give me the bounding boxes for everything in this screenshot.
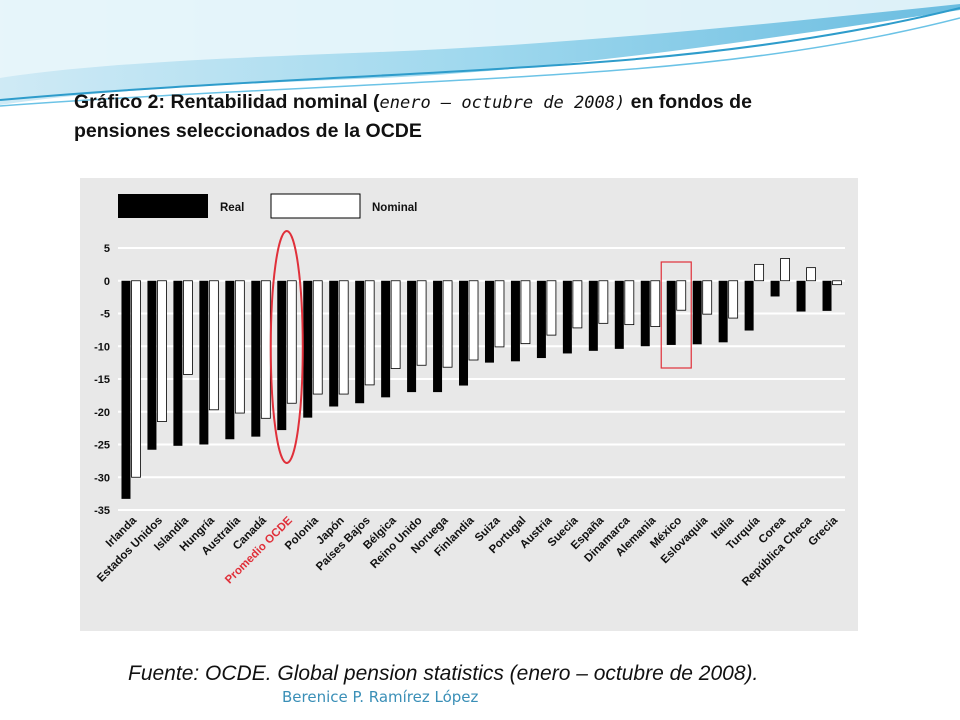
bar-nominal xyxy=(338,280,349,395)
bar-real xyxy=(510,280,520,362)
highlight-circle xyxy=(269,230,304,464)
bar-nominal xyxy=(468,280,479,361)
bar-nominal xyxy=(234,280,245,414)
author-name: Berenice P. Ramírez López xyxy=(282,688,479,706)
bar-nominal xyxy=(702,280,713,315)
bar-real xyxy=(121,280,131,499)
bar-real xyxy=(692,280,702,345)
y-axis-ticks: 5 0 -5 -10 -15 -20 -25 -30 -35 xyxy=(94,243,110,517)
bar-real xyxy=(666,280,676,345)
bar-nominal xyxy=(728,280,739,319)
y-tick-label: 5 xyxy=(104,243,110,255)
bar-real xyxy=(614,280,624,349)
chart-background xyxy=(80,178,858,631)
y-tick-label: 0 xyxy=(104,276,110,288)
bar-nominal xyxy=(546,280,557,336)
bar-nominal xyxy=(520,280,531,345)
bar-nominal xyxy=(598,280,609,324)
bars xyxy=(121,258,842,499)
legend: Real Nominal xyxy=(118,193,417,219)
bar-real xyxy=(562,280,572,354)
bar-nominal xyxy=(312,280,323,395)
bar-real xyxy=(536,280,546,359)
bar-real xyxy=(459,280,469,386)
bar-real xyxy=(433,280,443,393)
bar-nominal xyxy=(416,280,427,366)
bar-nominal xyxy=(494,280,505,348)
y-tick-label: -25 xyxy=(94,440,110,452)
bar-nominal xyxy=(286,280,297,404)
y-tick-label: -10 xyxy=(94,341,110,353)
bar-real xyxy=(640,280,650,347)
bar-nominal xyxy=(157,280,167,422)
highlights xyxy=(269,230,692,464)
source-note: Fuente: OCDE. Global pension statistics … xyxy=(128,662,759,685)
y-tick-label: -30 xyxy=(94,472,110,484)
bar-nominal xyxy=(624,280,635,326)
bar-real xyxy=(484,280,494,363)
bar-nominal xyxy=(572,280,583,329)
bar-nominal xyxy=(780,258,790,282)
bar-real xyxy=(355,280,365,404)
y-tick-label: -5 xyxy=(100,309,110,321)
bar-real xyxy=(303,280,313,418)
bar-nominal xyxy=(442,280,453,368)
bar-real xyxy=(588,280,598,351)
bar-real xyxy=(173,280,183,446)
bar-nominal xyxy=(676,280,687,311)
bar-nominal xyxy=(650,280,661,327)
bar-real xyxy=(718,280,728,343)
bar-nominal xyxy=(806,267,816,282)
y-tick-label: -35 xyxy=(94,505,110,517)
bar-real xyxy=(329,280,339,407)
header-swoosh-decoration xyxy=(0,0,960,107)
bar-real xyxy=(744,280,754,331)
legend-swatch-real xyxy=(118,194,208,218)
bar-nominal xyxy=(183,280,193,375)
bar-nominal xyxy=(832,280,842,286)
bar-real xyxy=(770,280,780,297)
bar-real xyxy=(407,280,417,393)
legend-label-real: Real xyxy=(220,202,244,214)
bar-nominal xyxy=(364,280,375,386)
bar-real xyxy=(796,280,806,312)
bar-real xyxy=(822,280,832,311)
legend-swatch-nominal xyxy=(270,193,361,219)
bar-nominal xyxy=(390,280,401,369)
bar-real xyxy=(147,280,157,450)
bar-real xyxy=(381,280,391,398)
bar-nominal xyxy=(131,280,141,478)
bar-nominal xyxy=(208,280,219,411)
y-tick-label: -20 xyxy=(94,407,110,419)
bar-real xyxy=(199,280,209,445)
bar-nominal xyxy=(260,280,271,419)
bar-real xyxy=(251,280,261,437)
bar-real xyxy=(225,280,235,440)
bar-real xyxy=(277,280,287,431)
y-tick-label: -15 xyxy=(94,374,110,386)
page-title: Gráfico 2: Rentabilidad nominal (enero –… xyxy=(74,91,752,142)
highlight-box xyxy=(660,261,692,369)
legend-label-nominal: Nominal xyxy=(372,202,417,214)
bar-nominal xyxy=(754,263,765,282)
